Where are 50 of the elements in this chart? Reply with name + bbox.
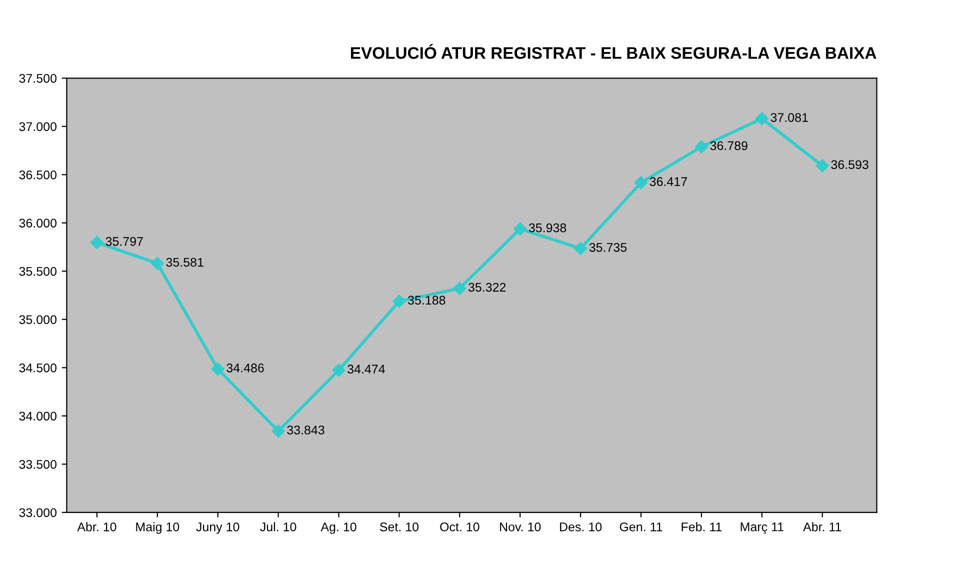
y-tick-label: 37.000 (19, 122, 57, 132)
x-tick-label: Ag. 10 (320, 522, 356, 534)
point (634, 176, 648, 190)
point (211, 362, 224, 376)
point (150, 256, 164, 270)
y-tick-label: 36.500 (19, 170, 57, 180)
x-tick-label: Juny 10 (196, 522, 240, 534)
point (574, 242, 588, 256)
data-label: 35.581 (166, 258, 204, 267)
data-label: 35.188 (408, 296, 446, 305)
data-label: 36.593 (831, 160, 868, 170)
y-tick-label: 35.500 (19, 266, 57, 276)
x-tick-label: Maig 10 (136, 522, 180, 534)
data-label: 35.735 (589, 242, 627, 252)
x-tick-label: Oct. 10 (440, 522, 480, 532)
point (332, 364, 346, 377)
x-tick-label: Des. 10 (560, 522, 602, 532)
data-label: 34.486 (226, 364, 264, 372)
y-tick-label: 33.000 (19, 508, 57, 518)
point (514, 222, 527, 236)
point (272, 424, 285, 438)
chart-title: EVOLUCIÓ ATUR REGISTRAT - EL BAIX SEGURA-LA VEGA BAIXA (350, 44, 876, 59)
x-tick-label: Jul. 10 (260, 522, 296, 532)
point (453, 282, 466, 295)
y-tick-label: 37.500 (19, 74, 57, 83)
data-label: 35.322 (468, 282, 506, 292)
x-tick-label: Feb. 11 (682, 522, 722, 532)
data-label: 35.797 (106, 237, 143, 246)
x-tick-label: Març 11 (740, 522, 784, 534)
data-label: 33.843 (287, 426, 324, 434)
point (392, 294, 406, 308)
point (694, 140, 708, 154)
data-label: 35.938 (528, 223, 566, 232)
x-tick-label: Nov. 10 (500, 522, 541, 532)
data-label: 34.474 (348, 364, 385, 374)
x-tick-label: Set. 10 (380, 522, 419, 532)
y-tick-label: 36.000 (19, 218, 57, 228)
y-tick-label: 33.500 (19, 460, 57, 469)
data-label: 36.417 (650, 177, 687, 186)
x-tick-label: Abr. 11 (803, 522, 842, 532)
point (816, 159, 829, 172)
data-label: 37.081 (770, 113, 808, 122)
x-tick-label: Abr. 10 (77, 522, 116, 532)
y-tick-label: 34.000 (19, 412, 57, 421)
data-label: 36.789 (710, 141, 748, 150)
x-tick-label: Gen. 11 (620, 522, 662, 532)
point (755, 112, 768, 126)
y-tick-label: 35.000 (19, 315, 57, 324)
point (90, 236, 104, 250)
y-tick-label: 34.500 (19, 363, 57, 372)
